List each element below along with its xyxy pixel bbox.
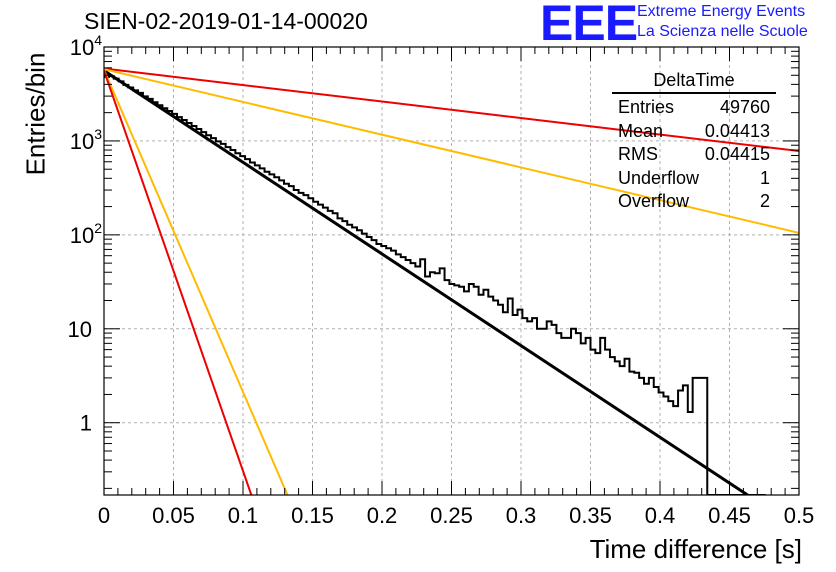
stats-label: Overflow bbox=[618, 191, 690, 211]
reference-line bbox=[104, 69, 289, 495]
stats-row-mean: Mean 0.04413 bbox=[612, 120, 776, 144]
x-tick-label: 0 bbox=[98, 503, 110, 528]
x-tick-label: 0.2 bbox=[367, 503, 398, 528]
x-tick-label: 0.15 bbox=[291, 503, 334, 528]
y-axis-label: Entries/bin bbox=[20, 52, 51, 176]
x-tick-label: 0.35 bbox=[569, 503, 612, 528]
stats-value: 1 bbox=[759, 167, 770, 188]
stats-label: Entries bbox=[618, 97, 675, 117]
stats-label: RMS bbox=[618, 144, 658, 164]
y-tick-label: 103 bbox=[70, 126, 102, 154]
eee-logo: EEE bbox=[540, 0, 638, 51]
stats-row-overflow: Overflow 2 bbox=[612, 190, 776, 214]
stats-value: 2 bbox=[759, 191, 770, 211]
stats-row-rms: RMS 0.04415 bbox=[612, 143, 776, 167]
x-tick-label: 0.05 bbox=[152, 503, 195, 528]
x-tick-label: 0.25 bbox=[430, 503, 473, 528]
plot-title: SIEN-02-2019-01-14-00020 bbox=[84, 8, 368, 34]
y-tick-label: 102 bbox=[70, 220, 102, 248]
x-tick-label: 0.45 bbox=[708, 503, 751, 528]
stats-label: Underflow bbox=[618, 167, 700, 188]
x-axis-label: Time difference [s] bbox=[589, 534, 802, 564]
y-tick-label: 1 bbox=[80, 411, 92, 436]
stats-label: Mean bbox=[618, 120, 664, 141]
x-tick-label: 0.5 bbox=[784, 503, 815, 528]
stats-box: DeltaTime Entries 49760 Mean 0.04413 RMS… bbox=[612, 70, 776, 214]
axes: 0 0.05 0.1 0.15 0.2 0.25 0.3 0.35 0.4 0.45 0.5 1 10 1… bbox=[68, 32, 815, 528]
y-tick-label: 104 bbox=[70, 32, 102, 60]
x-tick-label: 0.4 bbox=[645, 503, 676, 528]
stats-box-title: DeltaTime bbox=[612, 70, 776, 94]
data-layer bbox=[104, 67, 799, 495]
logo-text-line1: Extreme Energy Events bbox=[637, 3, 806, 20]
stats-value: 0.04415 bbox=[704, 144, 770, 164]
histogram-group bbox=[104, 67, 799, 495]
y-tick-label: 10 bbox=[68, 317, 92, 342]
histogram-series bbox=[104, 75, 766, 495]
stats-value: 0.04413 bbox=[704, 120, 770, 141]
stats-row-underflow: Underflow 1 bbox=[612, 167, 776, 191]
reference-line bbox=[104, 70, 253, 495]
stats-row-entries: Entries 49760 bbox=[612, 96, 776, 120]
stats-value: 49760 bbox=[719, 97, 770, 117]
reference-line bbox=[104, 67, 799, 153]
reference-line bbox=[104, 68, 799, 234]
logo-text-line2: La Scienza nelle Scuole bbox=[637, 23, 808, 40]
x-tick-label: 0.3 bbox=[506, 503, 537, 528]
x-tick-label: 0.1 bbox=[228, 503, 259, 528]
fit-line bbox=[104, 69, 749, 495]
